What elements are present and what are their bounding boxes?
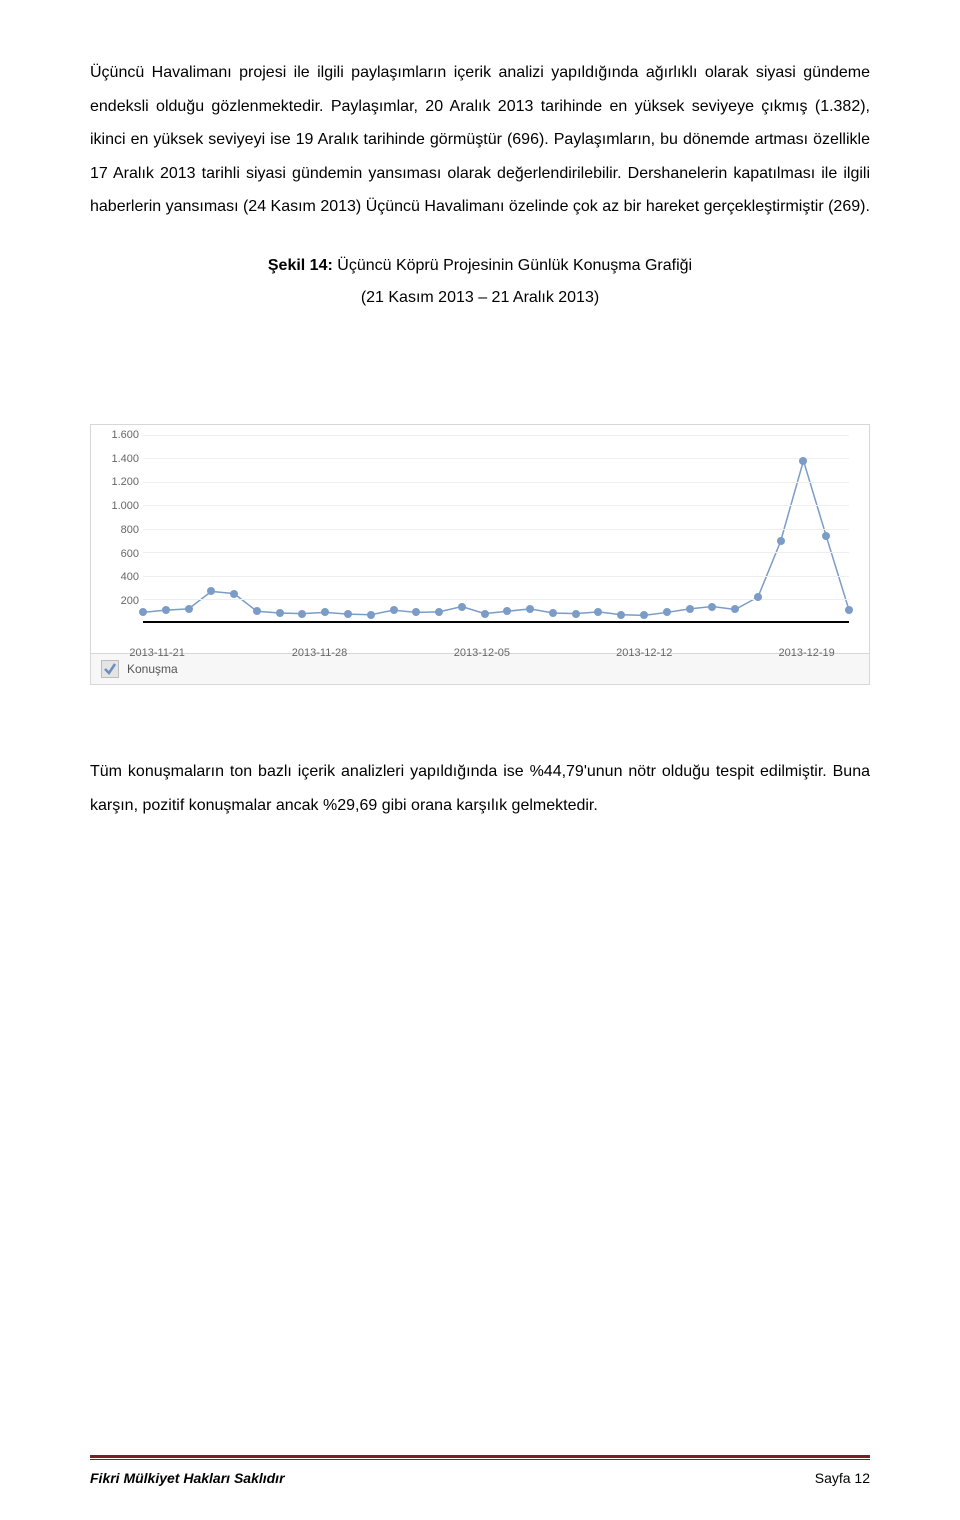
data-point xyxy=(435,608,443,616)
data-point xyxy=(845,606,853,614)
grid-line xyxy=(143,435,849,436)
grid-line xyxy=(143,576,849,577)
y-tick-label: 800 xyxy=(99,524,139,536)
data-point xyxy=(572,610,580,618)
legend-checkbox[interactable] xyxy=(101,660,119,678)
data-point xyxy=(298,610,306,618)
data-point xyxy=(162,606,170,614)
footer-left: Fikri Mülkiyet Hakları Saklıdır xyxy=(90,1470,285,1486)
x-tick-label: 2013-11-28 xyxy=(292,647,347,659)
figure-heading: Şekil 14: Üçüncü Köprü Projesinin Günlük… xyxy=(90,250,870,314)
paragraph-1: Üçüncü Havalimanı projesi ile ilgili pay… xyxy=(90,56,870,224)
paragraph-2: Tüm konuşmaların ton bazlı içerik analiz… xyxy=(90,755,870,822)
check-icon xyxy=(103,662,117,676)
data-point xyxy=(481,610,489,618)
page-footer: Fikri Mülkiyet Hakları Saklıdır Sayfa 12 xyxy=(90,1470,870,1486)
data-point xyxy=(708,603,716,611)
footer-right: Sayfa 12 xyxy=(815,1470,870,1486)
chart-container: 2013-11-21 2013-11-28 2013-12-05 2013-12-12… xyxy=(90,424,870,685)
figure-title-line: Şekil 14: Üçüncü Köprü Projesinin Günlük… xyxy=(90,250,870,282)
footer-rule xyxy=(90,1455,870,1460)
grid-line xyxy=(143,529,849,530)
data-point xyxy=(777,537,785,545)
y-tick-label: 200 xyxy=(99,595,139,607)
data-point xyxy=(686,605,694,613)
x-tick-label: 2013-11-21 xyxy=(129,647,184,659)
figure-subtitle: (21 Kasım 2013 – 21 Aralık 2013) xyxy=(90,282,870,314)
data-point xyxy=(754,593,762,601)
data-point xyxy=(390,606,398,614)
data-point xyxy=(549,609,557,617)
grid-line xyxy=(143,599,849,600)
data-point xyxy=(185,605,193,613)
x-tick-label: 2013-12-05 xyxy=(454,647,510,659)
grid-line xyxy=(143,482,849,483)
figure-title: Üçüncü Köprü Projesinin Günlük Konuşma G… xyxy=(333,257,692,274)
y-tick-label: 1.600 xyxy=(99,429,139,441)
y-tick-label: 1.200 xyxy=(99,476,139,488)
legend-label: Konuşma xyxy=(127,662,178,676)
data-point xyxy=(526,605,534,613)
grid-line xyxy=(143,552,849,553)
figure-label: Şekil 14: xyxy=(268,257,333,274)
grid-line xyxy=(143,458,849,459)
data-point xyxy=(367,611,375,619)
line-chart: 2013-11-212013-11-282013-12-052013-12-12… xyxy=(90,424,870,654)
x-tick-label: 2013-12-12 xyxy=(616,647,672,659)
data-point xyxy=(458,603,466,611)
data-point xyxy=(276,609,284,617)
y-tick-label: 1.400 xyxy=(99,453,139,465)
data-point xyxy=(617,611,625,619)
grid-line xyxy=(143,505,849,506)
y-tick-label: 400 xyxy=(99,571,139,583)
data-point xyxy=(230,590,238,598)
y-tick-label: 600 xyxy=(99,548,139,560)
plot-area xyxy=(143,435,849,623)
series-line xyxy=(143,461,849,616)
x-tick-label: 2013-12-19 xyxy=(778,647,834,659)
y-tick-label: 1.000 xyxy=(99,500,139,512)
